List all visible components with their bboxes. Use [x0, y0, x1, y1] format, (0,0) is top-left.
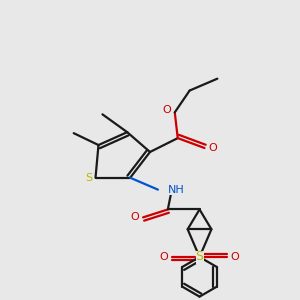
Text: O: O — [160, 252, 168, 262]
Text: S: S — [196, 250, 203, 263]
Text: O: O — [163, 105, 171, 116]
Text: S: S — [85, 173, 92, 183]
Text: NH: NH — [168, 184, 184, 195]
Text: O: O — [131, 212, 140, 222]
Text: O: O — [231, 252, 240, 262]
Text: O: O — [208, 143, 217, 153]
